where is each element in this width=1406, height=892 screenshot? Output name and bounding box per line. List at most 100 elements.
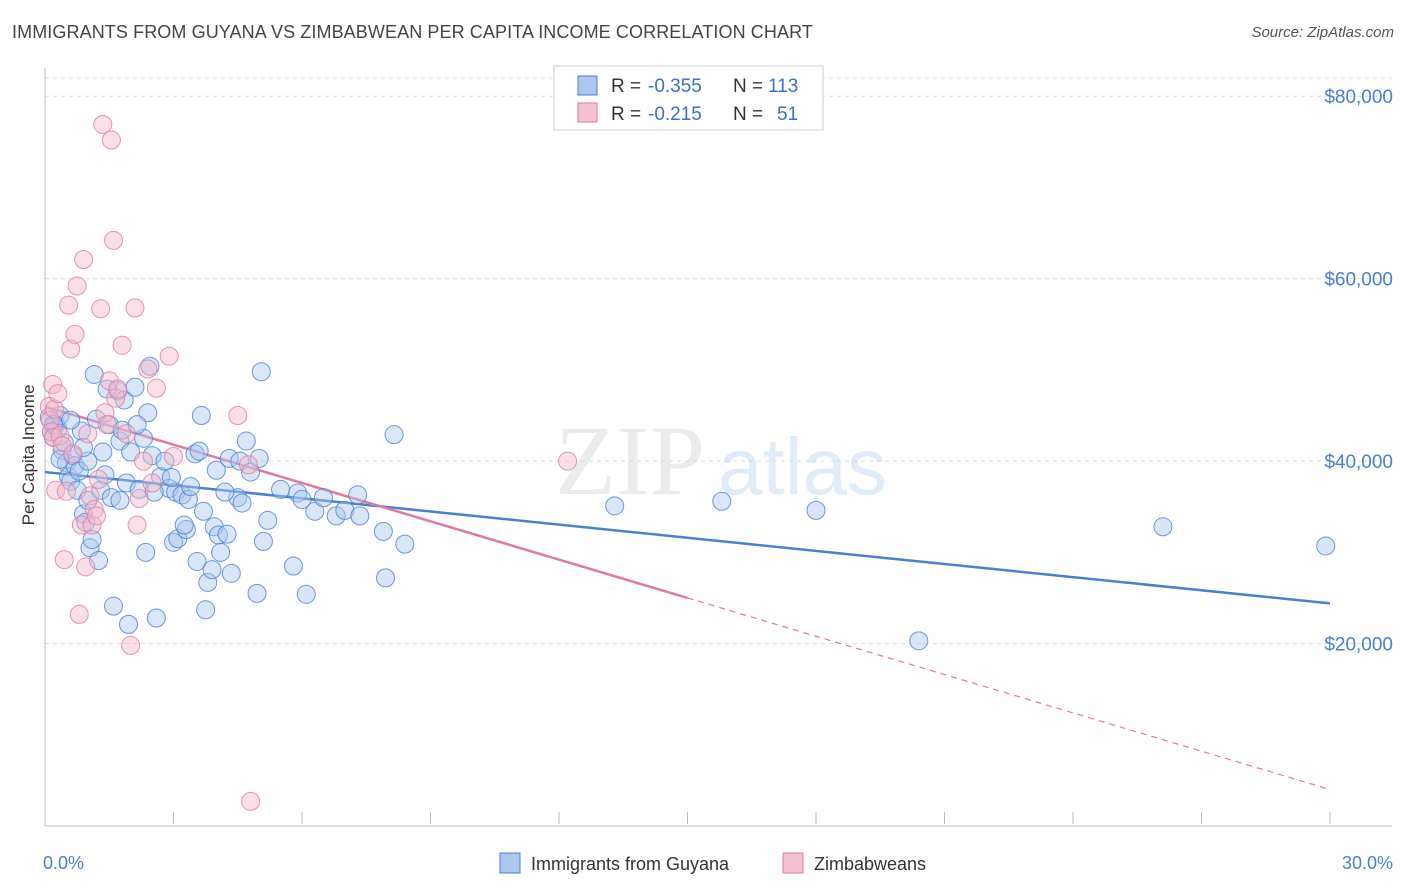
zimbabwe-point-26 bbox=[89, 469, 109, 489]
bottom-legend-swatch-guyana bbox=[499, 852, 521, 874]
guyana-point-76 bbox=[253, 531, 273, 551]
legend-n-label-zimbabwe: N = bbox=[733, 104, 763, 125]
guyana-point-87 bbox=[348, 485, 368, 505]
legend-r-label-guyana: R = bbox=[611, 76, 641, 97]
watermark-atlas: atlas bbox=[718, 422, 887, 511]
series-zimbabwe-points bbox=[39, 115, 578, 811]
zimbabwe-point-33 bbox=[104, 230, 124, 250]
zimbabwe-point-49 bbox=[238, 455, 258, 475]
guyana-point-97 bbox=[1153, 517, 1173, 537]
guyana-point-40 bbox=[138, 403, 158, 423]
legend-swatch-guyana bbox=[577, 75, 598, 96]
guyana-point-57 bbox=[191, 406, 211, 426]
guyana-point-73 bbox=[247, 583, 267, 603]
legend-swatch-zimbabwe bbox=[577, 102, 598, 123]
zimbabwe-point-51 bbox=[558, 451, 578, 471]
guyana-point-43 bbox=[146, 608, 166, 628]
guyana-point-35 bbox=[121, 442, 141, 462]
bottom-legend-swatch-zimbabwe bbox=[782, 852, 804, 874]
guyana-point-60 bbox=[198, 572, 218, 592]
zimbabwe-point-39 bbox=[125, 298, 145, 318]
guyana-point-36 bbox=[125, 377, 145, 397]
guyana-point-107 bbox=[215, 482, 235, 502]
guyana-point-83 bbox=[305, 501, 325, 521]
chart-title: IMMIGRANTS FROM GUYANA VS ZIMBABWEAN PER… bbox=[12, 22, 813, 42]
trend-line-zimbabwe-extrapolated bbox=[687, 597, 1331, 791]
zimbabwe-point-23 bbox=[82, 515, 102, 535]
zimbabwe-point-29 bbox=[95, 403, 115, 423]
zimbabwe-point-21 bbox=[78, 424, 98, 444]
watermark: ZIP atlas bbox=[555, 405, 887, 516]
legend-r-value-zimbabwe: -0.215 bbox=[648, 104, 702, 125]
guyana-point-95 bbox=[806, 500, 826, 520]
guyana-point-111 bbox=[161, 468, 181, 488]
grid-lines bbox=[45, 77, 1392, 645]
y-tick-label-2: $60,000 bbox=[1324, 270, 1393, 291]
legend-n-label-guyana: N = bbox=[733, 76, 763, 97]
guyana-point-98 bbox=[1316, 536, 1336, 556]
zimbabwe-point-32 bbox=[101, 130, 121, 150]
zimbabwe-point-14 bbox=[63, 444, 83, 464]
guyana-point-106 bbox=[174, 515, 194, 535]
zimbabwe-point-40 bbox=[127, 515, 147, 535]
x-tick-label-1: 30.0% bbox=[1342, 853, 1393, 873]
guyana-point-19 bbox=[82, 530, 102, 550]
trend-line-guyana bbox=[44, 470, 1331, 605]
guyana-point-103 bbox=[61, 410, 81, 430]
zimbabwe-point-36 bbox=[112, 335, 132, 355]
x-tick-label-0: 0.0% bbox=[43, 853, 84, 873]
zimbabwe-point-45 bbox=[146, 378, 166, 398]
legend-n-value-guyana: 113 bbox=[768, 76, 798, 97]
series-legend: Immigrants from Guyana Zimbabweans bbox=[499, 852, 926, 874]
guyana-point-41 bbox=[140, 356, 160, 376]
y-tick-labels: $20,000 $40,000 $60,000 $80,000 bbox=[1324, 87, 1393, 655]
legend-r-value-guyana: -0.355 bbox=[648, 76, 702, 97]
guyana-point-61 bbox=[202, 560, 222, 580]
zimbabwe-point-5 bbox=[44, 399, 64, 419]
correlation-legend: R = -0.355 N = 113 R = -0.215 N = 51 bbox=[553, 65, 824, 131]
guyana-point-77 bbox=[258, 510, 278, 530]
guyana-point-70 bbox=[232, 493, 252, 513]
y-tick-label-1: $40,000 bbox=[1324, 452, 1393, 473]
y-tick-label-3: $80,000 bbox=[1324, 87, 1393, 108]
guyana-point-55 bbox=[187, 551, 207, 571]
zimbabwe-point-6 bbox=[46, 480, 66, 500]
guyana-point-75 bbox=[251, 362, 271, 382]
guyana-point-67 bbox=[221, 563, 241, 583]
y-axis-title: Per Capita Income bbox=[19, 385, 38, 526]
guyana-point-93 bbox=[605, 496, 625, 516]
guyana-point-12 bbox=[67, 480, 87, 500]
guyana-point-65 bbox=[211, 542, 231, 562]
guyana-point-92 bbox=[395, 534, 415, 554]
zimbabwe-point-44 bbox=[142, 473, 162, 493]
guyana-point-91 bbox=[384, 425, 404, 445]
guyana-point-79 bbox=[283, 556, 303, 576]
y-tick-label-0: $20,000 bbox=[1324, 635, 1393, 656]
guyana-point-108 bbox=[217, 524, 237, 544]
zimbabwe-point-42 bbox=[134, 451, 154, 471]
zimbabwe-point-43 bbox=[138, 359, 158, 379]
source-label: Source: ZipAtlas.com bbox=[1251, 24, 1394, 41]
zimbabwe-point-50 bbox=[241, 791, 261, 811]
zimbabwe-point-12 bbox=[59, 295, 79, 315]
zimbabwe-point-17 bbox=[69, 604, 89, 624]
zimbabwe-point-25 bbox=[86, 506, 106, 526]
guyana-point-78 bbox=[271, 479, 291, 499]
zimbabwe-point-20 bbox=[76, 557, 96, 577]
zimbabwe-point-16 bbox=[67, 276, 87, 296]
zimbabwe-point-10 bbox=[54, 550, 74, 570]
guyana-point-84 bbox=[313, 488, 333, 508]
guyana-point-72 bbox=[241, 462, 261, 482]
zimbabwe-point-18 bbox=[71, 515, 91, 535]
guyana-point-34 bbox=[119, 614, 139, 634]
axes bbox=[44, 68, 1392, 827]
guyana-point-71 bbox=[236, 431, 256, 451]
guyana-point-45 bbox=[155, 451, 175, 471]
zimbabwe-point-41 bbox=[129, 489, 149, 509]
guyana-point-24 bbox=[93, 442, 113, 462]
guyana-point-110 bbox=[110, 490, 130, 510]
zimbabwe-point-19 bbox=[74, 250, 94, 270]
guyana-point-39 bbox=[136, 542, 156, 562]
zimbabwe-point-3 bbox=[43, 374, 63, 394]
legend-r-label-zimbabwe: R = bbox=[611, 104, 641, 125]
